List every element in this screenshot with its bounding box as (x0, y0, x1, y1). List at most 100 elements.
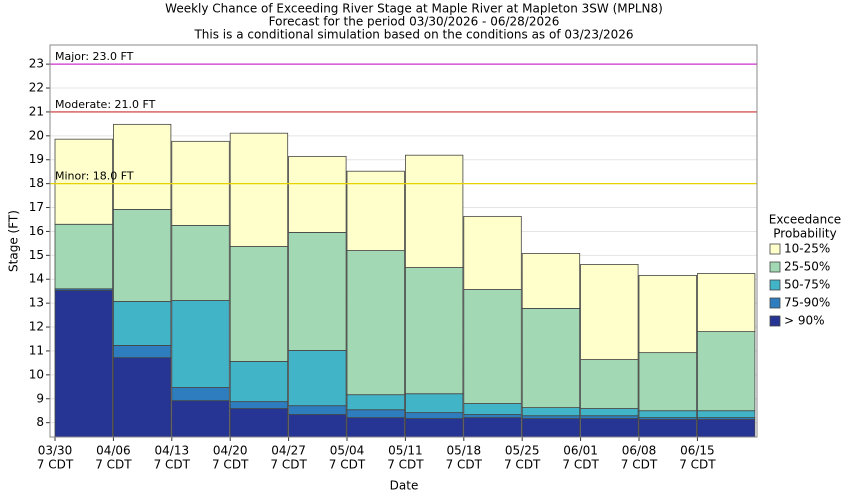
x-tick-label: 7 CDT (270, 458, 307, 472)
x-tick-label: 7 CDT (154, 458, 191, 472)
y-tick-label: 19 (29, 152, 44, 166)
bar-segment (171, 225, 230, 301)
x-tick-label: 7 CDT (37, 458, 74, 472)
bar-segment (521, 253, 581, 309)
bar-segment (521, 415, 581, 419)
bar-segment (697, 410, 756, 419)
bar-segment (288, 350, 347, 407)
x-tick-label: 7 CDT (446, 458, 483, 472)
x-tick-label: 04/27 (271, 444, 306, 458)
bar-segment (404, 154, 464, 268)
chart-subtitle: Forecast for the period 03/30/2026 - 06/… (269, 15, 560, 29)
y-axis-label: Stage (FT) (7, 210, 21, 272)
bar-segment (404, 412, 464, 419)
bar-segment (229, 246, 289, 362)
y-tick-label: 12 (29, 320, 44, 334)
y-tick-label: 22 (29, 81, 44, 95)
bar-segment (404, 267, 464, 395)
y-tick-label: 14 (29, 272, 44, 286)
bar-segment (288, 414, 347, 438)
bar-segment (638, 410, 697, 419)
bar-segment (54, 290, 113, 438)
x-tick-label: 06/15 (680, 444, 715, 458)
bar-segment (113, 209, 172, 302)
bar-segment (697, 331, 756, 412)
bar-segment (113, 123, 172, 210)
y-tick-label: 13 (29, 296, 44, 310)
x-tick-label: 04/13 (155, 444, 190, 458)
legend-label: 25-50% (784, 260, 830, 274)
y-tick-label: 21 (29, 104, 44, 118)
legend-swatch (769, 297, 781, 309)
bar-segment (346, 409, 405, 419)
x-tick-label: 7 CDT (562, 458, 599, 472)
legend-swatch (769, 279, 781, 291)
x-tick-label: 06/08 (622, 444, 657, 458)
legend-swatch (769, 261, 781, 273)
x-tick-label: 04/06 (96, 444, 131, 458)
bar-segment (288, 155, 347, 233)
x-axis-label: Date (390, 479, 419, 493)
y-tick-label: 20 (29, 128, 44, 142)
y-tick-label: 9 (36, 391, 44, 405)
bar-segment (521, 308, 581, 408)
legend-label: > 90% (784, 314, 825, 328)
y-tick-label: 10 (29, 367, 44, 381)
legend-title: Exceedance (769, 213, 841, 227)
chart-subtitle: This is a conditional simulation based o… (193, 28, 633, 42)
bar-segment (580, 418, 639, 438)
bar-segment (113, 357, 172, 438)
bar-segment (638, 275, 697, 354)
bar-segment (346, 170, 405, 251)
bar-segment (113, 345, 172, 359)
bar-segment (638, 419, 697, 438)
legend-label: 10-25% (784, 242, 830, 256)
bar-segment (229, 132, 289, 247)
bar-segment (463, 215, 522, 290)
x-tick-label: 7 CDT (504, 458, 541, 472)
bar-segment (229, 401, 289, 409)
legend-swatch (769, 243, 781, 255)
bar-segment (697, 419, 756, 438)
y-tick-label: 8 (36, 415, 44, 429)
bar-segment (697, 273, 756, 332)
bar-segment (463, 414, 522, 419)
bar-segment (521, 418, 581, 438)
x-tick-label: 05/18 (447, 444, 482, 458)
bar-segment (580, 415, 639, 419)
legend-label: 50-75% (784, 278, 830, 292)
bar-segment (346, 394, 405, 411)
bar-segment (404, 393, 464, 414)
x-tick-label: 05/25 (505, 444, 540, 458)
bar-segment (580, 408, 639, 417)
x-tick-label: 7 CDT (329, 458, 366, 472)
x-tick-label: 7 CDT (621, 458, 658, 472)
y-tick-label: 23 (29, 57, 44, 71)
x-tick-label: 05/11 (388, 444, 423, 458)
bar-segment (229, 361, 289, 403)
bar-segment (54, 223, 113, 290)
bar-segment (521, 407, 581, 417)
bar-segment (54, 138, 113, 225)
y-tick-label: 18 (29, 176, 44, 190)
y-tick-label: 11 (29, 343, 44, 357)
bar-segment (463, 289, 522, 404)
x-tick-label: 7 CDT (95, 458, 132, 472)
chart-title: Weekly Chance of Exceeding River Stage a… (165, 2, 663, 16)
x-tick-label: 06/01 (563, 444, 598, 458)
y-tick-label: 16 (29, 224, 44, 238)
x-tick-label: 7 CDT (387, 458, 424, 472)
bar-segment (346, 250, 405, 396)
bar-segment (638, 352, 697, 412)
bar-segment (404, 418, 464, 438)
bar-segment (463, 403, 522, 415)
bar-segment (171, 387, 230, 402)
y-tick-label: 15 (29, 248, 44, 262)
bar-segment (171, 300, 230, 388)
threshold-label: Moderate: 21.0 FT (55, 98, 156, 111)
legend-swatch (769, 315, 781, 327)
bar-segment (229, 408, 289, 438)
bar-segment (346, 417, 405, 438)
x-tick-label: 05/04 (330, 444, 365, 458)
bar-segment (171, 400, 230, 438)
